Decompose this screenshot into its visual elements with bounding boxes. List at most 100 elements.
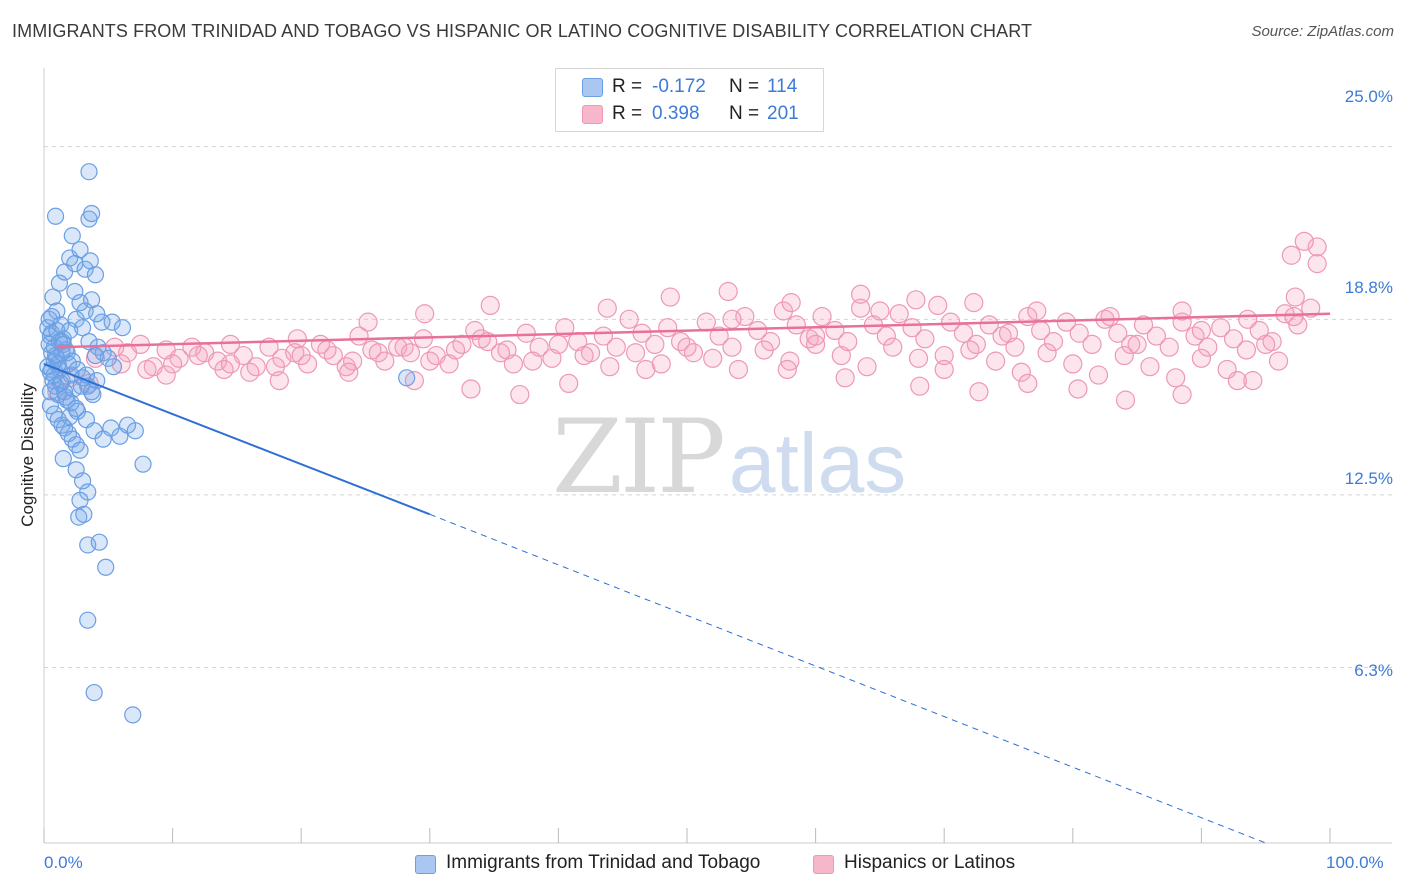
data-point-hispanic [625, 343, 646, 363]
data-point-hispanic [857, 357, 877, 377]
series-trinidad-points [39, 163, 416, 724]
data-point-trinidad [67, 399, 85, 418]
trend-line-hispanic [56, 312, 1331, 349]
data-point-hispanic [812, 306, 832, 327]
data-point-hispanic [163, 354, 183, 374]
data-point-hispanic [883, 337, 903, 357]
data-point-trinidad [398, 369, 416, 387]
legend-swatch-blue [582, 78, 603, 97]
data-point-trinidad [66, 282, 84, 301]
legend-n-label: N = [729, 103, 760, 124]
data-point-hispanic [1294, 231, 1314, 251]
data-point-trinidad [86, 346, 105, 365]
data-point-hispanic [606, 337, 626, 357]
chart-title: IMMIGRANTS FROM TRINIDAD AND TOBAGO VS H… [12, 21, 1033, 41]
data-point-hispanic [1243, 371, 1263, 391]
legend-r-value: -0.172 [652, 76, 706, 97]
bottom-legend-label: Immigrants from Trinidad and Tobago [446, 852, 761, 873]
data-point-hispanic [722, 337, 742, 357]
data-point-hispanic [415, 304, 435, 324]
data-point-hispanic [786, 315, 806, 335]
y-tick-label: 12.5% [1344, 469, 1393, 488]
data-point-trinidad [103, 313, 121, 331]
data-point-hispanic [696, 312, 716, 332]
data-point-hispanic [1236, 340, 1257, 360]
data-point-trinidad [88, 305, 106, 323]
data-point-hispanic [1191, 348, 1212, 368]
data-point-trinidad [134, 455, 152, 473]
data-point-hispanic [317, 340, 337, 360]
data-point-hispanic [480, 295, 500, 316]
data-point-hispanic [1249, 320, 1269, 341]
data-point-hispanic [1166, 368, 1186, 388]
data-point-hispanic [188, 345, 208, 366]
data-point-trinidad [71, 241, 89, 259]
data-point-hispanic [287, 329, 307, 349]
data-point-hispanic [1108, 323, 1128, 343]
data-point-hispanic [703, 348, 723, 368]
data-point-hispanic [394, 337, 414, 357]
data-point-hispanic [941, 312, 961, 332]
data-point-hispanic [1256, 334, 1276, 355]
data-point-hispanic [555, 318, 575, 338]
data-point-hispanic [1011, 362, 1031, 382]
data-point-hispanic [516, 323, 536, 343]
data-point-hispanic [559, 373, 579, 393]
data-point-hispanic [835, 368, 855, 388]
data-point-hispanic [1285, 287, 1305, 307]
data-point-hispanic [548, 334, 569, 355]
data-point-hispanic [597, 298, 617, 318]
stats-legend: R = -0.172 N = 114 R = 0.398 N = 201 [555, 68, 824, 132]
data-point-hispanic [718, 281, 738, 302]
data-point-hispanic [1115, 390, 1136, 410]
data-point-hispanic [979, 315, 999, 335]
trend-line-trinidad [43, 362, 431, 516]
data-point-trinidad [71, 491, 89, 509]
legend-swatch-blue [415, 855, 436, 874]
data-point-hispanic [805, 334, 826, 355]
data-point-hispanic [934, 345, 954, 366]
data-point-trinidad [75, 505, 93, 523]
data-point-trinidad [124, 706, 142, 724]
data-point-trinidad [84, 385, 102, 404]
data-point-hispanic [915, 329, 935, 349]
data-point-hispanic [1238, 309, 1258, 329]
data-point-hispanic [1127, 334, 1147, 355]
data-point-hispanic [1191, 320, 1212, 341]
data-point-trinidad [113, 319, 132, 337]
data-point-trinidad [63, 227, 81, 245]
legend-n-value: 201 [767, 103, 799, 124]
data-point-hispanic [1172, 301, 1192, 321]
data-point-hispanic [728, 359, 749, 380]
data-point-trinidad [53, 344, 71, 362]
data-point-trinidad [73, 319, 92, 337]
data-point-hispanic [928, 295, 948, 316]
data-point-hispanic [1068, 379, 1088, 399]
data-point-hispanic [1018, 373, 1038, 393]
data-point-hispanic [1069, 323, 1089, 343]
data-point-hispanic [722, 309, 742, 329]
data-point-hispanic [889, 304, 909, 324]
data-point-hispanic [964, 293, 984, 313]
data-point-hispanic [1100, 306, 1120, 327]
data-point-hispanic [240, 362, 260, 382]
data-point-hispanic [358, 312, 378, 332]
data-point-hispanic [1063, 354, 1083, 374]
data-point-trinidad [85, 683, 103, 702]
data-point-hispanic [910, 376, 930, 396]
data-point-trinidad [79, 611, 97, 629]
data-point-hispanic [574, 345, 594, 366]
data-point-hispanic [1281, 245, 1302, 265]
data-point-hispanic [636, 359, 656, 380]
y-tick-label: 25.0% [1344, 87, 1393, 106]
data-point-hispanic [1121, 334, 1141, 355]
data-point-hispanic [1159, 337, 1179, 357]
data-point-hispanic [269, 371, 289, 391]
data-point-hispanic [777, 359, 797, 380]
data-point-hispanic [1027, 301, 1047, 321]
data-point-hispanic [523, 351, 543, 371]
axes [43, 68, 1392, 844]
data-point-hispanic [1114, 345, 1134, 366]
trend-lines [43, 312, 1331, 844]
